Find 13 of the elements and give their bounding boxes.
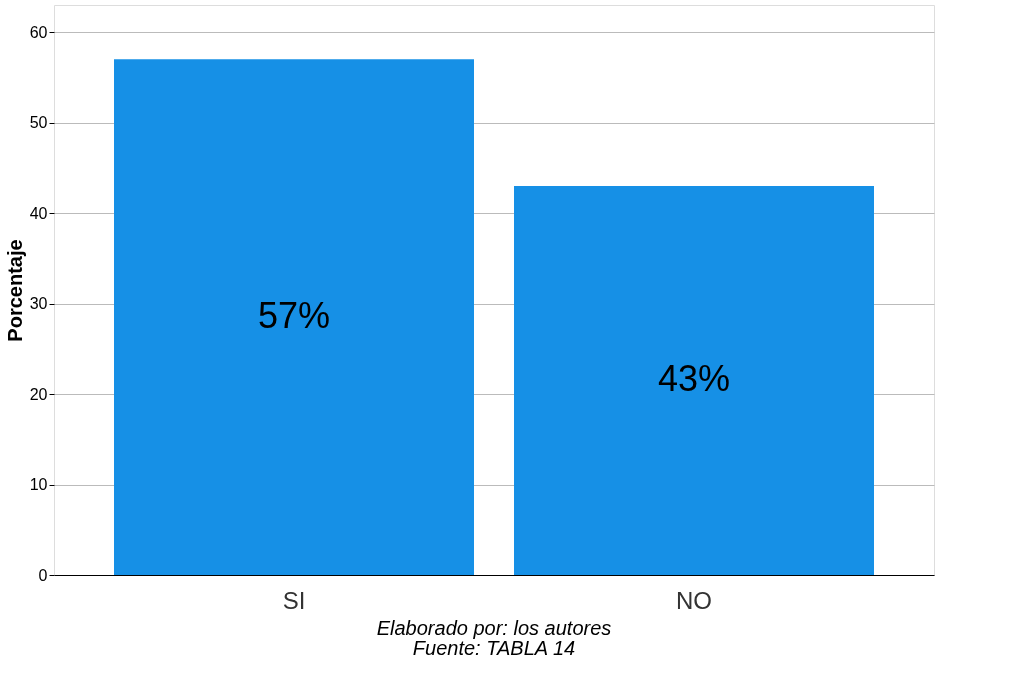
y-tick-label: 0: [38, 566, 48, 584]
text: Elaborado por: los autores: [376, 617, 612, 639]
x-tick-label: NO: [676, 586, 712, 614]
y-tick-label: 30: [29, 295, 48, 313]
y-tick-label: 50: [29, 114, 48, 132]
x-tick-label: SI: [282, 586, 306, 614]
data-label: 57%: [257, 295, 331, 337]
data-label: 43%: [657, 358, 731, 400]
y-tick-label: 40: [29, 204, 48, 222]
y-tick-label: 10: [29, 476, 48, 494]
y-axis-title: Porcentaje: [3, 239, 26, 342]
y-tick-label: 60: [29, 23, 48, 41]
y-tick-label: 20: [29, 385, 48, 403]
